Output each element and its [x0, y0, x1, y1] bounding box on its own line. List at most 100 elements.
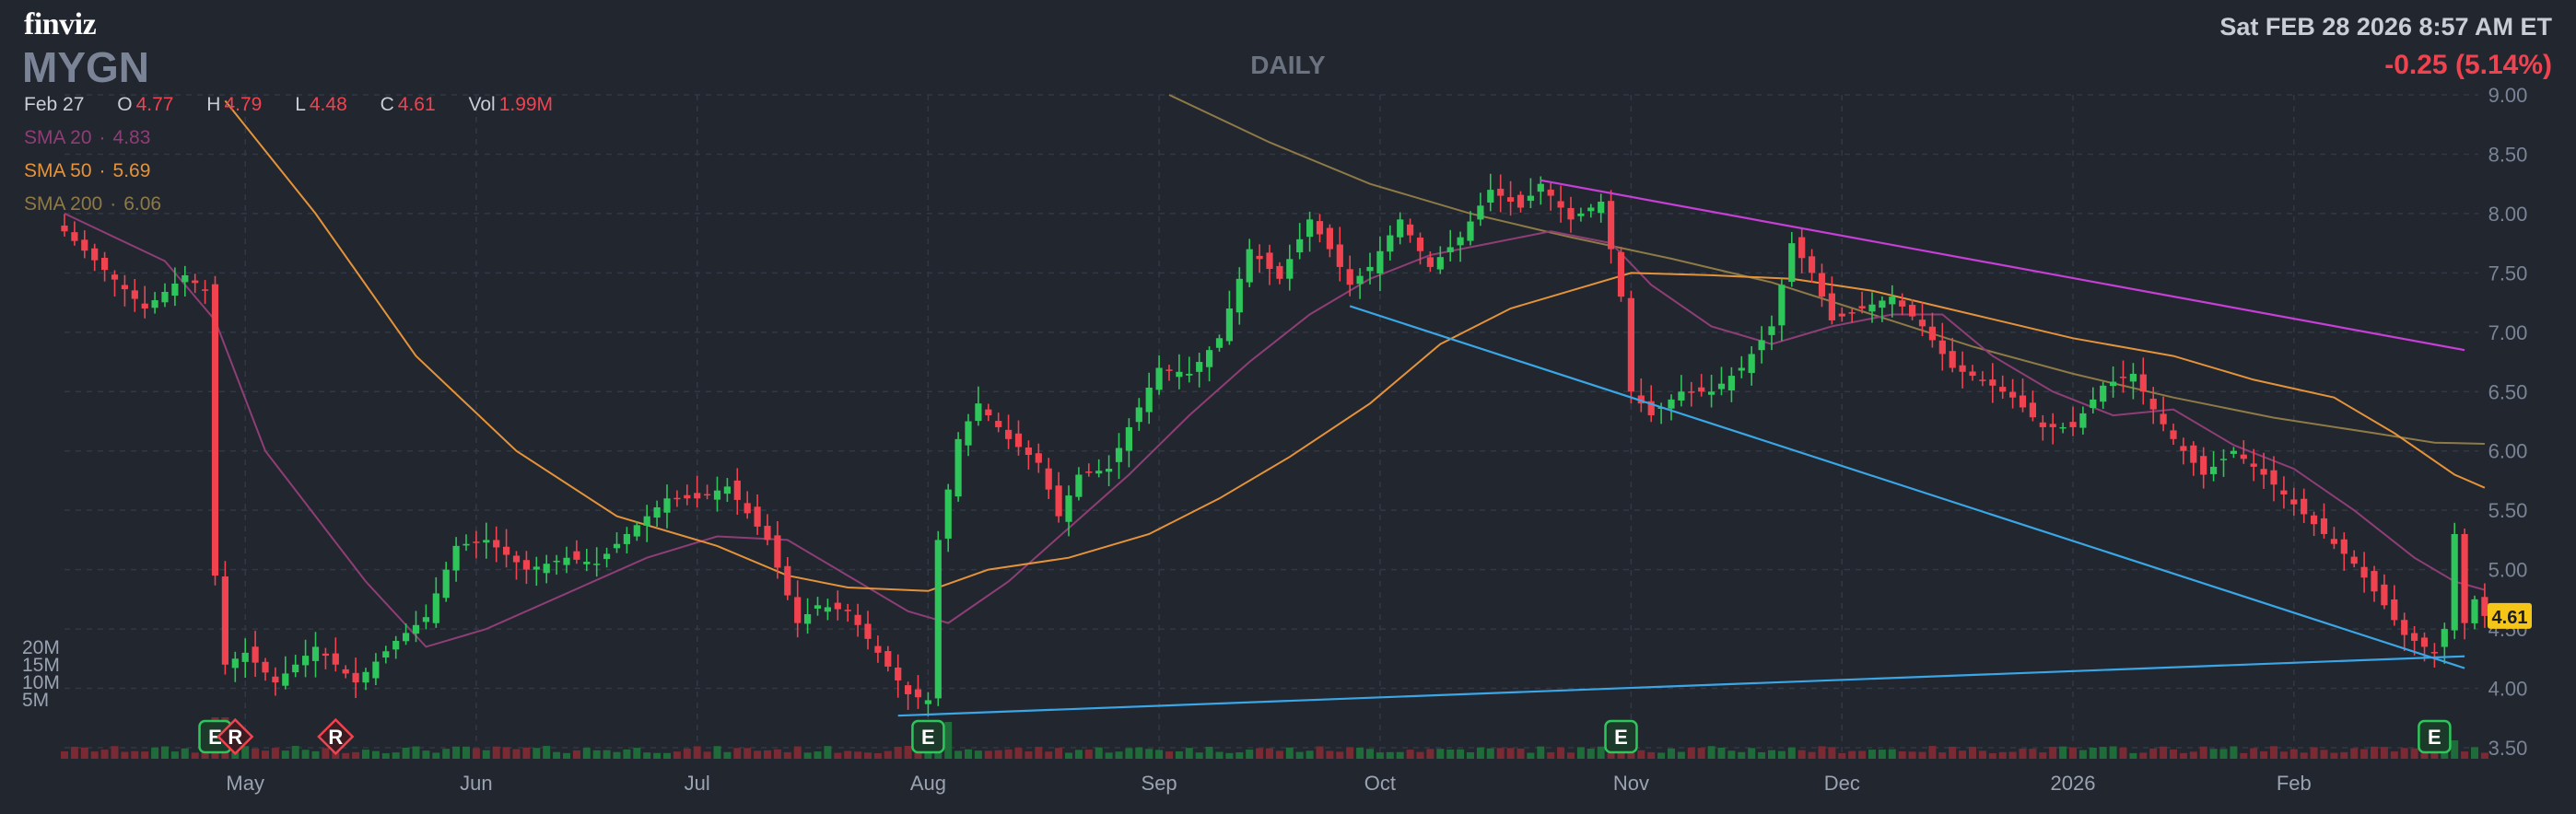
- candle-body: [512, 555, 521, 563]
- volume-bar: [352, 751, 360, 759]
- candle-body: [1235, 278, 1243, 313]
- sma20-legend[interactable]: SMA 20 · 4.83: [24, 127, 151, 148]
- volume-bar: [1858, 750, 1867, 759]
- candle-body: [1928, 326, 1936, 341]
- candle-body: [2441, 629, 2448, 647]
- volume-bar: [974, 750, 982, 759]
- candle-body: [1387, 235, 1394, 252]
- volume-bar: [1668, 748, 1675, 759]
- candle-body: [1165, 369, 1173, 371]
- volume-bar: [2390, 751, 2398, 759]
- volume-bar: [1295, 751, 1304, 759]
- event-label: E: [208, 726, 222, 749]
- candle-body: [1055, 485, 1062, 517]
- volume-bar: [1356, 747, 1364, 759]
- volume-bar: [342, 752, 350, 759]
- candle-body: [2129, 373, 2137, 382]
- volume-bar: [1014, 748, 1023, 759]
- finviz-logo[interactable]: finviz: [24, 7, 97, 41]
- volume-bar: [1416, 751, 1424, 759]
- candle-body: [181, 274, 189, 283]
- volume-bar: [783, 751, 791, 759]
- candle-body: [262, 661, 269, 673]
- candle-body: [131, 290, 138, 299]
- candle-body: [1436, 257, 1444, 270]
- price-tick-label: 8.50: [2488, 143, 2528, 166]
- candle-body: [2401, 620, 2408, 635]
- candle-body: [352, 672, 359, 683]
- volume-bar: [2240, 752, 2248, 759]
- volume-bar: [472, 748, 480, 759]
- sma200-legend[interactable]: SMA 200 · 6.06: [24, 193, 162, 215]
- volume-bar: [2179, 752, 2187, 759]
- volume-bar: [2170, 749, 2177, 759]
- volume-bar: [2029, 749, 2037, 759]
- candle-body: [543, 564, 550, 574]
- candle-body: [1477, 205, 1484, 220]
- volume-bar: [2410, 748, 2418, 759]
- revision-marker: R: [217, 717, 254, 756]
- volume-bar: [1657, 752, 1666, 759]
- price-tick-label: 4.00: [2488, 678, 2528, 701]
- timeframe-label: DAILY: [1250, 51, 1326, 79]
- volume-bar: [1084, 750, 1093, 759]
- candle-body: [1547, 189, 1554, 196]
- candle-body: [1809, 256, 1816, 273]
- candle-body: [362, 671, 369, 683]
- candle-body: [101, 258, 109, 271]
- candle-body: [1145, 387, 1153, 413]
- volume-bar: [1376, 752, 1384, 759]
- volume-bar: [1346, 747, 1354, 759]
- candle-body: [1557, 201, 1564, 208]
- volume-bar: [1256, 748, 1264, 759]
- volume-bar: [61, 751, 68, 759]
- volume-bar: [1035, 747, 1043, 759]
- candle-body: [272, 676, 279, 683]
- volume-bar: [1336, 751, 1344, 759]
- volume-bar: [954, 750, 963, 759]
- volume-bar: [2109, 746, 2117, 759]
- candle-body: [583, 562, 591, 564]
- candle-body: [2210, 466, 2218, 474]
- candle-body: [1838, 313, 1845, 317]
- candle-body: [1778, 285, 1786, 326]
- candle-body: [733, 480, 741, 500]
- volume-bar: [522, 747, 531, 759]
- volume-bar: [2039, 752, 2047, 759]
- volume-bar: [1797, 750, 1806, 759]
- candle-body: [1858, 306, 1866, 309]
- volume-bar: [1828, 747, 1836, 759]
- candle-body: [613, 543, 621, 549]
- candle-body: [1306, 219, 1314, 238]
- candle-body: [493, 540, 500, 548]
- volume-bar: [1316, 746, 1324, 759]
- candle-body: [161, 291, 169, 303]
- volume-bar: [723, 751, 732, 759]
- volume-bar: [1818, 746, 1826, 759]
- volume-bar: [1175, 751, 1183, 759]
- volume-bar: [1888, 749, 1896, 759]
- volume-bar: [2380, 747, 2388, 759]
- volume-bar: [1898, 750, 1906, 759]
- volume-bar: [2451, 740, 2459, 759]
- volume-bar: [1366, 749, 1374, 759]
- candle-body: [1487, 190, 1494, 204]
- date-tick-label: 2026: [2051, 772, 2096, 795]
- open-value: 4.77: [135, 94, 174, 115]
- candle-body: [382, 651, 390, 658]
- candle-body: [1276, 265, 1283, 279]
- candle-body: [975, 403, 982, 422]
- candle-body: [1416, 238, 1424, 251]
- volume-bar: [2189, 751, 2197, 759]
- candle-body: [1155, 367, 1163, 390]
- volume-bar: [1467, 752, 1474, 759]
- volume-bar: [181, 748, 189, 759]
- volume-bar: [442, 749, 451, 759]
- price-axis: 9.008.508.007.507.006.506.005.505.004.50…: [2488, 84, 2528, 760]
- volume-bar: [2230, 746, 2238, 759]
- volume-bar: [1959, 750, 1967, 759]
- ohlc-readout: Feb 27 O 4.77 H 4.79 L 4.48 C 4.61 Vol 1.99M: [24, 94, 553, 116]
- sma50-legend[interactable]: SMA 50 · 5.69: [24, 160, 151, 181]
- candle-body: [1095, 471, 1103, 474]
